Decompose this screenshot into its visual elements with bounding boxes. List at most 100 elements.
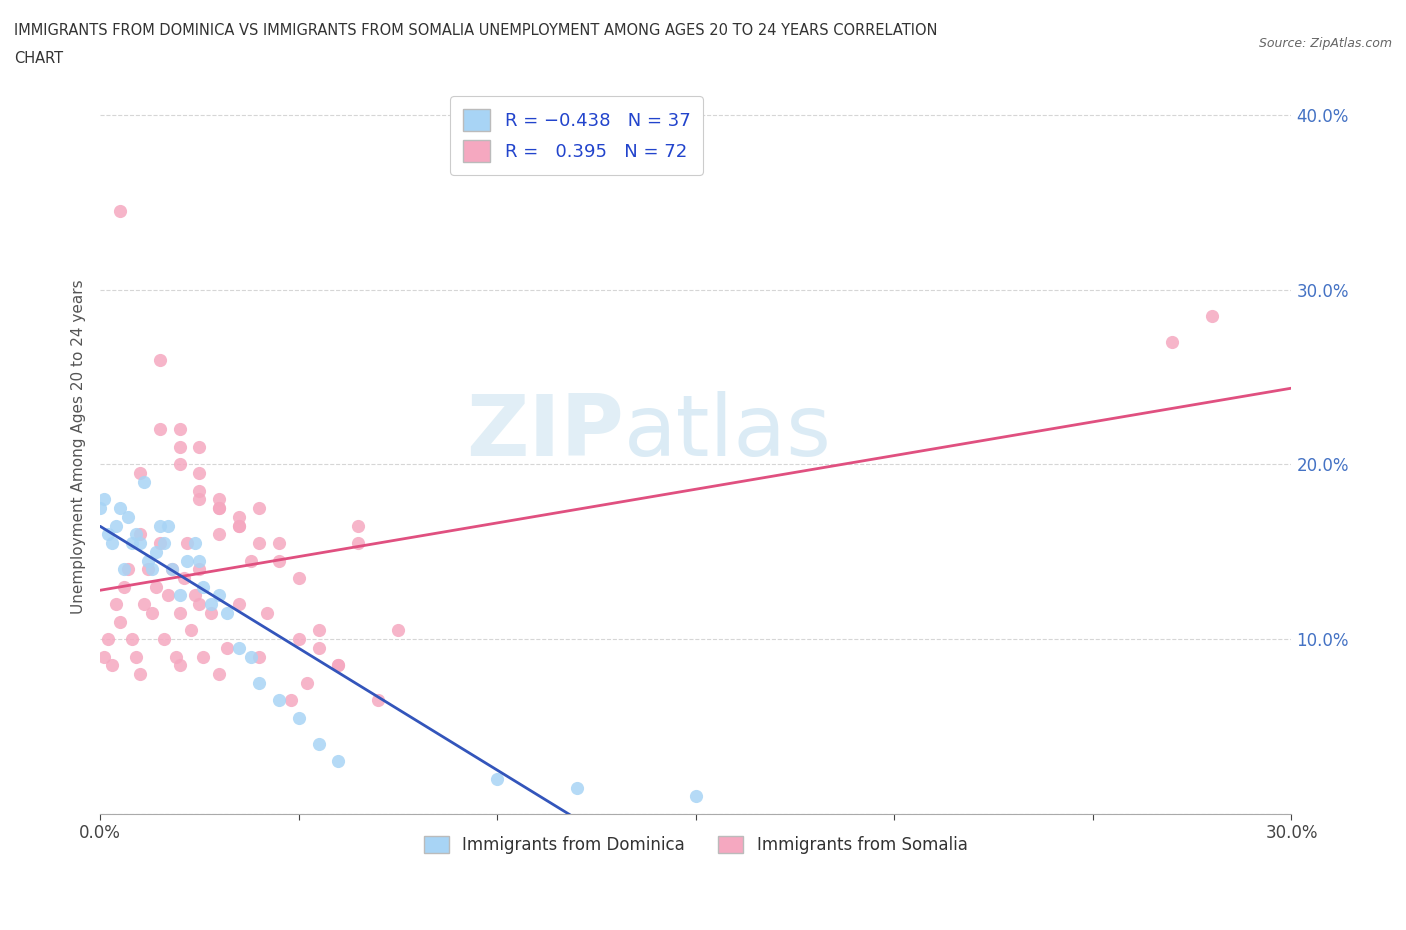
Point bbox=[565, 780, 588, 795]
Point bbox=[247, 675, 270, 690]
Point bbox=[105, 597, 128, 612]
Point bbox=[136, 562, 159, 577]
Point bbox=[217, 605, 239, 620]
Point bbox=[141, 562, 163, 577]
Point bbox=[132, 474, 155, 489]
Point bbox=[121, 536, 143, 551]
Point bbox=[287, 711, 309, 725]
Point bbox=[240, 649, 263, 664]
Point bbox=[169, 658, 191, 672]
Point bbox=[228, 510, 250, 525]
Legend: Immigrants from Dominica, Immigrants from Somalia: Immigrants from Dominica, Immigrants fro… bbox=[418, 829, 974, 860]
Point bbox=[188, 484, 211, 498]
Text: CHART: CHART bbox=[14, 51, 63, 66]
Point bbox=[228, 641, 250, 656]
Point bbox=[165, 649, 187, 664]
Point bbox=[169, 605, 191, 620]
Point bbox=[128, 667, 150, 682]
Point bbox=[328, 658, 350, 672]
Point bbox=[176, 553, 198, 568]
Point bbox=[105, 518, 128, 533]
Point bbox=[247, 536, 270, 551]
Point bbox=[328, 658, 350, 672]
Point bbox=[188, 440, 211, 455]
Point bbox=[108, 204, 131, 219]
Point bbox=[328, 754, 350, 769]
Point bbox=[93, 492, 115, 507]
Point bbox=[188, 597, 211, 612]
Point bbox=[117, 562, 139, 577]
Point bbox=[188, 562, 211, 577]
Point bbox=[367, 693, 389, 708]
Point bbox=[280, 693, 302, 708]
Point bbox=[169, 588, 191, 603]
Point bbox=[347, 518, 370, 533]
Point bbox=[200, 597, 222, 612]
Point bbox=[685, 789, 707, 804]
Point bbox=[121, 631, 143, 646]
Point bbox=[152, 631, 174, 646]
Point bbox=[295, 675, 318, 690]
Point bbox=[149, 352, 172, 367]
Point bbox=[308, 641, 330, 656]
Point bbox=[160, 562, 183, 577]
Point bbox=[149, 422, 172, 437]
Point bbox=[247, 500, 270, 515]
Text: Source: ZipAtlas.com: Source: ZipAtlas.com bbox=[1258, 37, 1392, 50]
Point bbox=[101, 536, 124, 551]
Point bbox=[217, 641, 239, 656]
Point bbox=[93, 649, 115, 664]
Point bbox=[112, 579, 135, 594]
Point bbox=[180, 623, 202, 638]
Point bbox=[184, 588, 207, 603]
Point bbox=[188, 466, 211, 481]
Point bbox=[387, 623, 409, 638]
Point bbox=[160, 562, 183, 577]
Point bbox=[176, 536, 198, 551]
Point bbox=[108, 500, 131, 515]
Point bbox=[228, 597, 250, 612]
Point bbox=[136, 553, 159, 568]
Point bbox=[173, 570, 195, 585]
Point bbox=[101, 658, 124, 672]
Point bbox=[125, 649, 148, 664]
Point bbox=[128, 527, 150, 542]
Point bbox=[117, 510, 139, 525]
Point bbox=[486, 772, 509, 787]
Point bbox=[145, 544, 167, 559]
Point bbox=[247, 649, 270, 664]
Point bbox=[132, 597, 155, 612]
Point bbox=[256, 605, 278, 620]
Point bbox=[1161, 335, 1184, 350]
Point bbox=[228, 518, 250, 533]
Point bbox=[128, 466, 150, 481]
Point bbox=[184, 536, 207, 551]
Point bbox=[97, 527, 120, 542]
Point bbox=[240, 553, 263, 568]
Text: ZIP: ZIP bbox=[467, 391, 624, 473]
Point bbox=[308, 737, 330, 751]
Point bbox=[188, 492, 211, 507]
Point bbox=[89, 500, 111, 515]
Y-axis label: Unemployment Among Ages 20 to 24 years: Unemployment Among Ages 20 to 24 years bbox=[72, 280, 86, 615]
Point bbox=[141, 605, 163, 620]
Point bbox=[287, 570, 309, 585]
Point bbox=[267, 553, 290, 568]
Point bbox=[149, 536, 172, 551]
Point bbox=[287, 631, 309, 646]
Text: IMMIGRANTS FROM DOMINICA VS IMMIGRANTS FROM SOMALIA UNEMPLOYMENT AMONG AGES 20 T: IMMIGRANTS FROM DOMINICA VS IMMIGRANTS F… bbox=[14, 23, 938, 38]
Point bbox=[108, 614, 131, 629]
Point bbox=[149, 518, 172, 533]
Point bbox=[267, 536, 290, 551]
Point bbox=[145, 579, 167, 594]
Point bbox=[308, 623, 330, 638]
Point bbox=[112, 562, 135, 577]
Point bbox=[125, 527, 148, 542]
Point bbox=[347, 536, 370, 551]
Point bbox=[169, 440, 191, 455]
Point bbox=[193, 579, 215, 594]
Point bbox=[156, 588, 179, 603]
Point bbox=[267, 693, 290, 708]
Point bbox=[1201, 309, 1223, 324]
Point bbox=[169, 422, 191, 437]
